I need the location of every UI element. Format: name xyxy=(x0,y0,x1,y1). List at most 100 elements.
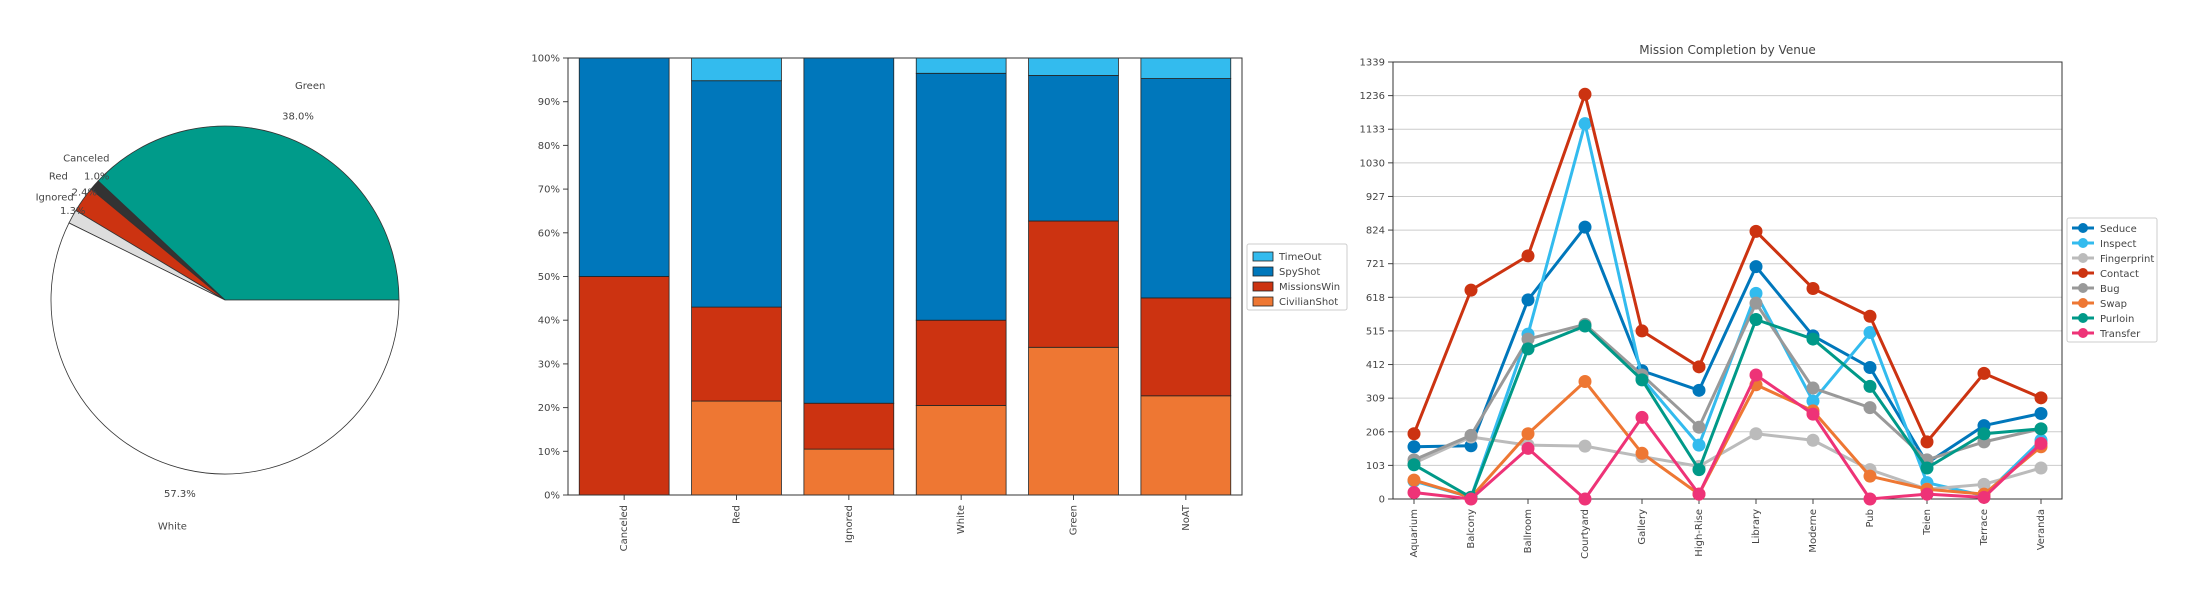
bar-segment-civilianshot-white xyxy=(915,405,1007,496)
x-tick-label: Ignored xyxy=(844,505,855,543)
series-line-swap xyxy=(1413,380,2042,499)
legend-marker-swap xyxy=(2078,298,2088,308)
y-tick-label: 618 xyxy=(1366,293,1385,304)
series-line-inspect xyxy=(1413,122,2043,499)
point-transfer-teien xyxy=(1920,487,1934,501)
legend-marker-contact xyxy=(2078,268,2088,278)
x-tick-label: Courtyard xyxy=(1580,509,1591,559)
y-tick-label: 60% xyxy=(538,228,560,239)
legend-marker-bug xyxy=(2078,283,2088,293)
point-contact-aquarium xyxy=(1407,427,1421,441)
y-tick-label: 20% xyxy=(538,403,560,414)
plot-frame xyxy=(1392,61,2063,500)
pie-slice-label: Red xyxy=(49,171,68,182)
point-inspect-courtyard xyxy=(1578,117,1592,131)
y-tick-label: 80% xyxy=(538,141,560,152)
legend-label: Fingerprint xyxy=(2100,254,2154,265)
point-seduce-veranda xyxy=(2034,406,2048,420)
point-transfer-terrace xyxy=(1977,490,1991,504)
legend-swatch-spyshot xyxy=(1252,266,1274,277)
bar-segment-spyshot-red xyxy=(691,80,782,308)
point-purloin-courtyard xyxy=(1578,319,1592,333)
bar-segment-civilianshot-green xyxy=(1028,346,1119,496)
y-tick-label: 1133 xyxy=(1360,125,1385,136)
point-fingerprint-veranda xyxy=(2034,461,2048,475)
x-tick-label: High-Rise xyxy=(1694,509,1705,557)
y-tick-label: 206 xyxy=(1366,427,1385,438)
legend-label: CivilianShot xyxy=(1279,297,1338,308)
legend-label: Bug xyxy=(2100,284,2120,295)
x-tick-label: Aquarium xyxy=(1409,509,1420,557)
legend-label: Seduce xyxy=(2100,224,2137,235)
pie-pct-label: 1.0% xyxy=(84,172,109,183)
y-tick-label: 0 xyxy=(1379,495,1385,506)
point-purloin-teien xyxy=(1920,461,1934,475)
legend-marker-fingerprint xyxy=(2078,253,2088,263)
point-purloin-pub xyxy=(1863,379,1877,393)
pie-pct-label: 1.3% xyxy=(60,206,85,217)
point-bug-pub xyxy=(1863,401,1877,415)
point-seduce-ballroom xyxy=(1521,293,1535,307)
x-tick-label: White xyxy=(956,505,967,534)
legend-marker-inspect xyxy=(2078,238,2088,248)
x-tick-label: Green xyxy=(1069,505,1080,535)
bar-segment-spyshot-white xyxy=(915,72,1007,321)
point-seduce-courtyard xyxy=(1578,220,1592,234)
point-transfer-veranda xyxy=(2034,437,2048,451)
point-inspect-high-rise xyxy=(1692,438,1706,452)
y-tick-label: 10% xyxy=(538,447,560,458)
bar-segment-spyshot-green xyxy=(1028,75,1119,222)
point-contact-pub xyxy=(1863,309,1877,323)
x-tick-label: Terrace xyxy=(1979,509,1990,546)
y-tick-label: 50% xyxy=(538,272,560,283)
point-swap-pub xyxy=(1863,469,1877,483)
x-tick-label: Moderne xyxy=(1808,509,1819,553)
point-swap-courtyard xyxy=(1578,375,1592,389)
point-transfer-ballroom xyxy=(1521,441,1535,455)
legend-label: Contact xyxy=(2100,269,2139,280)
legend-label: Purloin xyxy=(2100,314,2134,325)
point-transfer-pub xyxy=(1863,492,1877,506)
bar-segment-spyshot-noat xyxy=(1140,78,1232,299)
stacked-bar-chart: Canceled Red Ignored White Green NoAT 0% 10% 20%… xyxy=(531,54,1348,551)
point-transfer-moderne xyxy=(1806,407,1820,421)
point-fingerprint-library xyxy=(1749,427,1763,441)
point-purloin-gallery xyxy=(1635,373,1649,387)
x-tick-label: Balcony xyxy=(1466,509,1477,549)
point-inspect-library xyxy=(1749,286,1763,300)
point-contact-courtyard xyxy=(1578,87,1592,101)
pie-slice-label: Green xyxy=(295,81,325,92)
point-seduce-high-rise xyxy=(1692,383,1706,397)
pie-pct-label: 2.4% xyxy=(72,187,97,198)
point-transfer-gallery xyxy=(1635,410,1649,424)
bar-segment-civilianshot-ignored xyxy=(803,448,895,496)
point-purloin-moderne xyxy=(1806,332,1820,346)
y-tick-label: 515 xyxy=(1366,326,1385,337)
point-contact-balcony xyxy=(1464,283,1478,297)
point-seduce-library xyxy=(1749,260,1763,274)
point-seduce-pub xyxy=(1863,360,1877,374)
bar-legend: TimeOut SpyShot MissionsWin CivilianShot xyxy=(1246,243,1348,311)
point-contact-teien xyxy=(1920,435,1934,449)
bar-segment-missionswin-red xyxy=(691,306,782,402)
pie-pct-label: 38.0% xyxy=(282,112,314,123)
point-fingerprint-terrace xyxy=(1977,477,1991,491)
x-tick-label: Gallery xyxy=(1637,509,1648,545)
bar-segment-missionswin-ignored xyxy=(803,402,895,450)
legend-marker-seduce xyxy=(2078,223,2088,233)
point-contact-ballroom xyxy=(1521,249,1535,263)
pie-slice-white xyxy=(50,222,400,475)
series-line-contact xyxy=(1412,92,2042,444)
pie-pct-label: 57.3% xyxy=(164,489,196,500)
point-swap-ballroom xyxy=(1521,427,1535,441)
x-tick-label: Red xyxy=(732,505,743,524)
point-transfer-high-rise xyxy=(1692,487,1706,501)
point-bug-moderne xyxy=(1806,381,1820,395)
y-tick-label: 309 xyxy=(1366,394,1385,405)
y-tick-label: 30% xyxy=(538,359,560,370)
y-tick-label: 103 xyxy=(1366,461,1385,472)
point-bug-library xyxy=(1749,296,1763,310)
y-tick-label: 70% xyxy=(538,185,560,196)
point-contact-veranda xyxy=(2034,391,2048,405)
